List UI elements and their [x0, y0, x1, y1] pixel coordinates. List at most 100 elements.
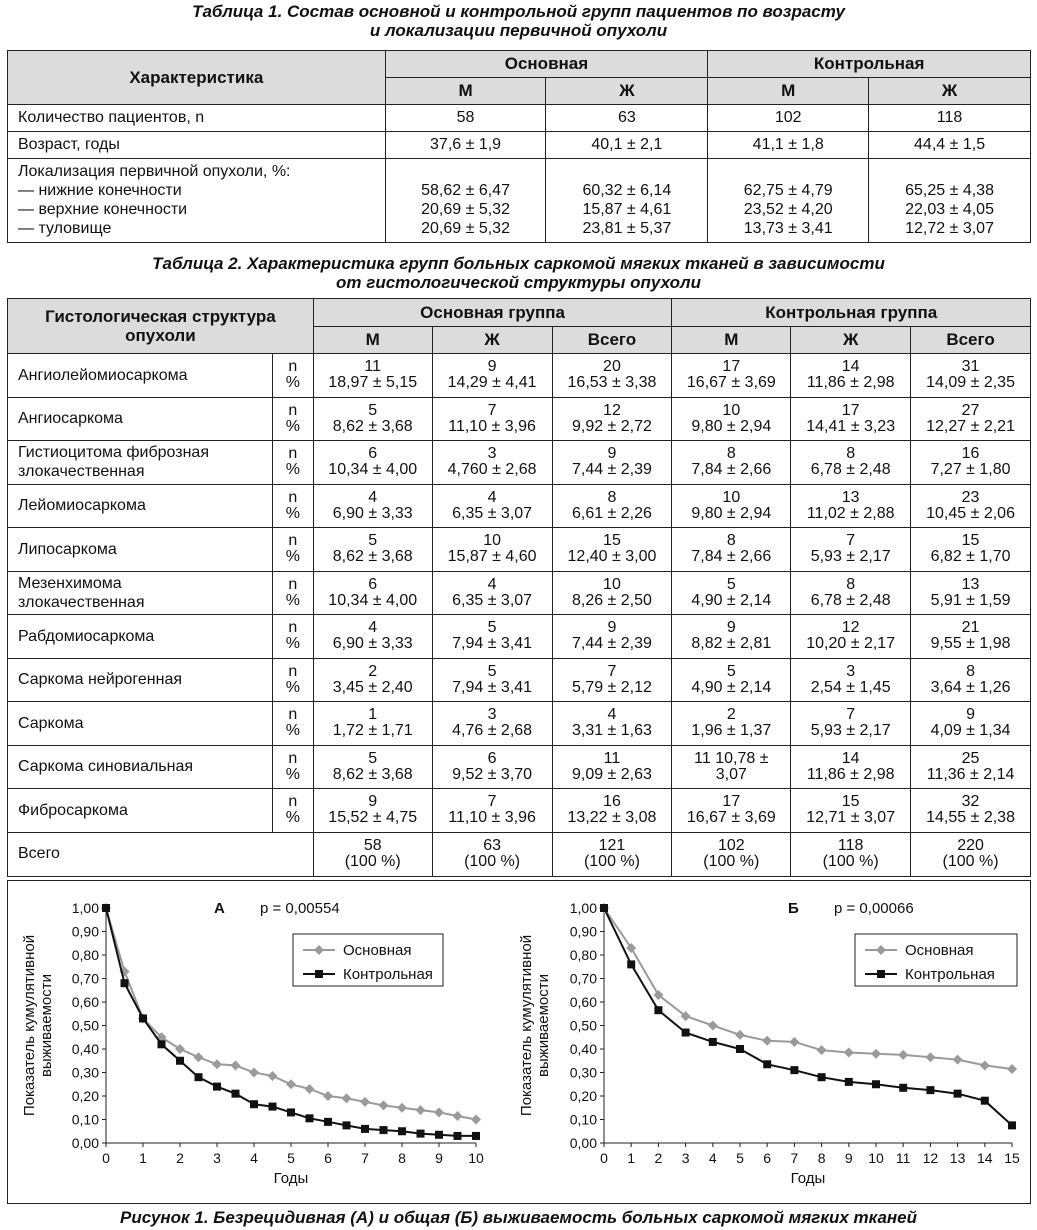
- table2-cell-n: 5: [487, 662, 497, 680]
- table2-cell-pct: 16,53 ± 3,38: [567, 374, 657, 392]
- p-value: p = 0,00554: [260, 900, 340, 917]
- y-tick-label: 0,90: [72, 924, 99, 940]
- table2-cell: 32 14,55 ± 2,38: [910, 788, 1031, 833]
- table2-cell-pct: 16,67 ± 3,69: [686, 809, 776, 827]
- unit-n: n: [288, 706, 298, 724]
- table1-cell: 37,6 ± 1,9: [384, 131, 547, 159]
- y-tick-label: 0,80: [72, 947, 99, 963]
- table2-cell-n: 2: [368, 662, 378, 680]
- table1-cell: 22,03 ± 4,05: [905, 201, 994, 218]
- table2-cell-pct: 1,72 ± 1,71: [332, 722, 413, 740]
- table2-cell-pct: 10,45 ± 2,06: [926, 504, 1015, 522]
- table1-cell: 58,62 ± 6,47: [421, 182, 510, 199]
- table2-cell: 2 3,45 ± 2,40: [312, 657, 433, 702]
- y-axis-label-line: Показатель кумулятивной: [518, 935, 535, 1116]
- table2-row: Гистиоцитома фиброзная злокачественная n% 6…: [7, 440, 1031, 485]
- legend-marker: [877, 970, 885, 978]
- table2-cell-n: 14: [841, 749, 860, 767]
- table2-cell-pct: 8,82 ± 2,81: [691, 635, 772, 653]
- table2-cell: 20 16,53 ± 3,38: [551, 353, 673, 398]
- table2-cell: 25 11,36 ± 2,14: [910, 744, 1031, 789]
- table1-localization-label: Локализация первичной опухоли, %: — нижн…: [7, 158, 386, 243]
- table2-cell: 4 3,31 ± 1,63: [551, 701, 673, 746]
- table2-row: Мезенхимома злокачественная n% 6 10,34 ± 4,0…: [7, 570, 1031, 615]
- table2-cell-n: 2: [726, 706, 736, 724]
- chart-a: 0,00 0,10 0,20 0,30 0,40 0,50 0,60 0,70 0,80 0,90…: [21, 900, 484, 1187]
- y-tick-label: 0,50: [570, 1018, 597, 1034]
- table2-cell: 8 3,64 ± 1,26: [910, 657, 1031, 702]
- table2-cell-n: 13: [961, 575, 980, 593]
- data-point: [342, 1121, 351, 1130]
- table2-cell-n: 13: [841, 488, 860, 506]
- table2-cell-n: 4: [607, 706, 617, 724]
- x-tick-label: 8: [398, 1150, 406, 1166]
- table2-cell: 10 15,87 ± 4,60: [431, 527, 553, 572]
- legend-marker: [314, 945, 324, 955]
- table2-cell-n: 14: [841, 358, 860, 376]
- table2-cell-pct: 6,90 ± 3,33: [332, 635, 413, 653]
- table2-total-n: 118: [837, 837, 864, 854]
- data-point: [471, 1114, 481, 1125]
- table2-cell-n: 11 10,78 ±: [694, 749, 769, 767]
- data-point: [416, 1129, 425, 1138]
- table2-total-cell: 102 (100 %): [671, 831, 792, 877]
- table2-cell-n: 4: [487, 575, 497, 593]
- data-point: [304, 1083, 315, 1094]
- unit-pct: %: [285, 765, 300, 783]
- table2-cell-n: 7: [487, 793, 497, 811]
- x-tick-label: 2: [176, 1150, 184, 1166]
- table1-localization-col: 58,62 ± 6,47 20,69 ± 5,32 20,69 ± 5,32: [384, 158, 547, 243]
- y-tick-label: 0,10: [72, 1112, 99, 1128]
- data-point: [627, 960, 636, 969]
- table2-total-cell: 63 (100 %): [431, 831, 553, 877]
- y-tick-label: 0,00: [72, 1135, 99, 1151]
- x-tick-label: 6: [763, 1150, 771, 1166]
- table2-row-label: Ангиолейомиосаркома: [7, 353, 273, 398]
- table2-total-cell: 121 (100 %): [551, 831, 673, 877]
- x-tick-label: 6: [324, 1150, 332, 1166]
- table2-cell-pct: 3,64 ± 1,26: [930, 678, 1011, 696]
- table2-cell: 21 9,55 ± 1,98: [910, 614, 1031, 659]
- table2-cell: 3 4,760 ± 2,68: [431, 440, 553, 485]
- unit-pct: %: [285, 635, 300, 653]
- table1-cell: 12,72 ± 3,07: [905, 220, 994, 237]
- table1-caption-line-2: и локализации первичной опухоли: [369, 21, 668, 40]
- table2-cell-n: 3: [487, 445, 497, 463]
- table2-row: Саркома синовиальная n% 5 8,62 ± 3,68 6 9,52 …: [7, 744, 1031, 789]
- y-tick-label: 0,00: [570, 1135, 597, 1151]
- data-point: [194, 1073, 203, 1082]
- y-tick-label: 0,40: [72, 1041, 99, 1057]
- unit-pct: %: [285, 591, 300, 609]
- x-tick-label: 15: [1004, 1150, 1020, 1166]
- data-point: [361, 1124, 369, 1133]
- table2-units: n%: [272, 788, 314, 833]
- table2-units: n%: [272, 657, 314, 702]
- y-tick-label: 0,50: [72, 1018, 99, 1034]
- table2-cell-pct: 14,29 ± 4,41: [447, 374, 537, 392]
- x-tick-label: 9: [435, 1150, 443, 1166]
- table2-row-label-line: Липосаркома: [18, 540, 117, 558]
- table2-cell-pct: 6,61 ± 2,26: [571, 504, 652, 522]
- panel-label: Б: [788, 900, 799, 917]
- table1-header-characteristic: Характеристика: [7, 50, 386, 105]
- x-axis-label: Годы: [791, 1170, 826, 1187]
- table2-cell-n: 9: [487, 358, 497, 376]
- table2-cell-n: 4: [487, 488, 497, 506]
- table2-cell: 5 8,62 ± 3,68: [312, 527, 433, 572]
- table2-units: n%: [272, 570, 314, 615]
- table2-cell-pct: 18,97 ± 5,15: [328, 374, 418, 392]
- data-point: [736, 1045, 744, 1053]
- data-point: [120, 979, 129, 988]
- x-tick-label: 0: [600, 1150, 608, 1166]
- table2-cell-pct: 7,27 ± 1,80: [930, 461, 1011, 479]
- table2-units: n%: [272, 440, 314, 485]
- table2-cell-pct: 4,09 ± 1,34: [930, 722, 1011, 740]
- table2-cell: 5 4,90 ± 2,14: [671, 570, 792, 615]
- data-point: [250, 1100, 258, 1109]
- table2-cell-n: 25: [961, 749, 980, 767]
- table2-cell-pct: 3,31 ± 1,63: [571, 722, 652, 740]
- table2-cell: 7 5,93 ± 2,17: [790, 701, 912, 746]
- legend-label: Основная: [905, 942, 974, 959]
- table1-cell: 20,69 ± 5,32: [421, 201, 510, 218]
- table2-cell-n: 10: [483, 532, 501, 550]
